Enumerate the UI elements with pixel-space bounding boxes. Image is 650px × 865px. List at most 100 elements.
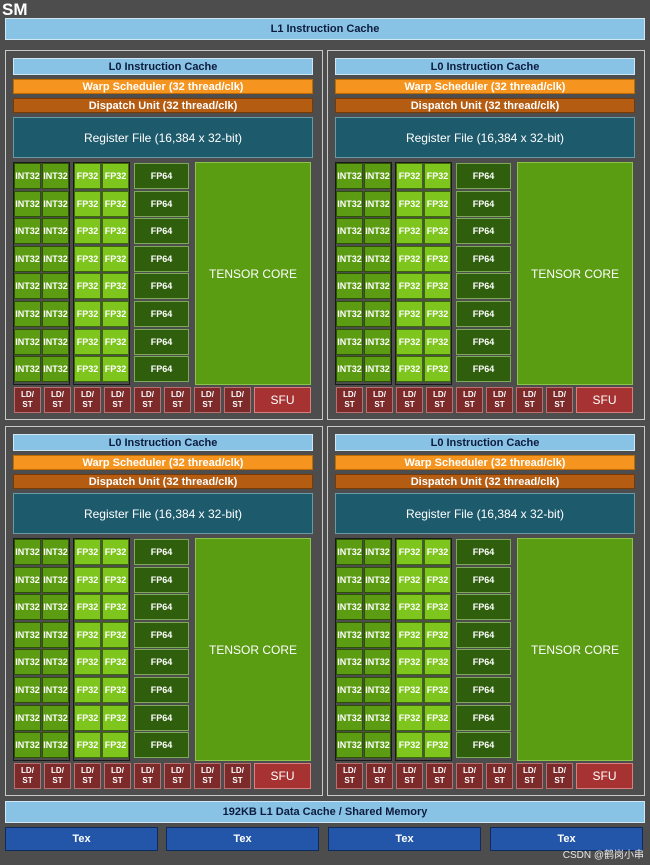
fp32-core: FP32 [102,356,129,383]
tex-unit: Tex [490,827,643,851]
sfu-unit: SFU [254,763,311,789]
fp32-core: FP32 [102,163,129,189]
int32-core: INT32 [364,732,391,759]
int32-core: INT32 [364,218,391,245]
ld-st-unit: LD/ST [486,763,513,789]
fp32-core: FP32 [396,732,423,759]
fp32-core: FP32 [102,245,129,272]
fp32-core: FP32 [74,594,101,621]
int32-core: INT32 [14,539,41,565]
ld-st-unit: LD/ST [456,763,483,789]
ldst-label-bottom: ST [232,400,243,409]
int32-core: INT32 [42,163,69,189]
fp32-core: FP32 [424,328,451,355]
fp32-core: FP32 [396,539,423,565]
fp64-core: FP64 [456,566,511,593]
ldst-label-top: LD/ [171,766,184,775]
int32-core: INT32 [42,328,69,355]
register-file: Register File (16,384 x 32-bit) [13,117,313,158]
fp32-core: FP32 [74,273,101,300]
fp32-core: FP32 [102,190,129,217]
int32-group [335,162,392,385]
fp32-core: FP32 [102,677,129,703]
ldst-label-top: LD/ [51,766,64,775]
int32-core: INT32 [336,273,363,300]
fp64-core: FP64 [456,273,511,300]
int32-core: INT32 [364,677,391,703]
fp32-group [395,162,452,385]
ldst-label-top: LD/ [493,766,506,775]
ldst-label-top: LD/ [553,390,566,399]
l0-instruction-cache: L0 Instruction Cache [13,58,313,75]
int32-core: INT32 [364,704,391,731]
ldst-label-bottom: ST [554,400,565,409]
int32-core: INT32 [14,566,41,593]
fp32-core: FP32 [424,301,451,327]
fp32-core: FP32 [396,273,423,300]
ldst-label-top: LD/ [81,766,94,775]
int32-core: INT32 [42,539,69,565]
fp32-core: FP32 [396,328,423,355]
int32-core: INT32 [364,594,391,621]
ldst-label-bottom: ST [112,776,123,785]
fp32-core: FP32 [102,704,129,731]
ldst-label-top: LD/ [433,390,446,399]
int32-core: INT32 [14,594,41,621]
fp32-group [395,538,452,761]
fp32-core: FP32 [424,732,451,759]
int32-core: INT32 [336,732,363,759]
fp64-core: FP64 [134,163,189,189]
int32-core: INT32 [14,163,41,189]
fp32-core: FP32 [396,218,423,245]
fp64-core: FP64 [134,649,189,676]
tex-unit: Tex [328,827,481,851]
int32-core: INT32 [364,163,391,189]
ld-st-unit: LD/ST [74,763,101,789]
int32-core: INT32 [364,566,391,593]
ldst-label-top: LD/ [171,390,184,399]
fp64-core: FP64 [134,356,189,383]
sfu-unit: SFU [254,387,311,413]
ld-st-unit: LD/ST [134,763,161,789]
fp32-core: FP32 [396,163,423,189]
warp-scheduler: Warp Scheduler (32 thread/clk) [13,455,313,470]
ld-st-unit: LD/ST [336,763,363,789]
fp32-core: FP32 [74,163,101,189]
ld-st-unit: LD/ST [14,763,41,789]
ld-st-unit: LD/ST [44,763,71,789]
fp32-core: FP32 [396,566,423,593]
ldst-label-bottom: ST [344,776,355,785]
fp64-core: FP64 [456,245,511,272]
fp32-core: FP32 [424,245,451,272]
ldst-label-bottom: ST [374,776,385,785]
fp64-core: FP64 [134,328,189,355]
warp-scheduler: Warp Scheduler (32 thread/clk) [335,455,635,470]
fp32-core: FP32 [102,301,129,327]
ldst-label-bottom: ST [494,400,505,409]
fp32-group [73,162,130,385]
int32-core: INT32 [42,273,69,300]
int32-core: INT32 [14,273,41,300]
sm-quadrant-4 [327,426,645,796]
fp32-core: FP32 [396,621,423,648]
int32-group [13,538,70,761]
int32-core: INT32 [42,649,69,676]
ld-st-unit: LD/ST [194,763,221,789]
ld-st-unit: LD/ST [14,387,41,413]
int32-core: INT32 [14,621,41,648]
ld-st-unit: LD/ST [516,763,543,789]
int32-core: INT32 [336,328,363,355]
fp64-core: FP64 [456,218,511,245]
fp64-core: FP64 [456,594,511,621]
ldst-label-bottom: ST [554,776,565,785]
fp32-core: FP32 [424,356,451,383]
tensor-core: TENSOR CORE [517,162,633,385]
fp32-core: FP32 [74,328,101,355]
ldst-label-bottom: ST [52,400,63,409]
ld-st-unit: LD/ST [486,387,513,413]
fp64-core: FP64 [134,704,189,731]
fp32-core: FP32 [424,566,451,593]
ldst-label-bottom: ST [142,776,153,785]
ldst-label-top: LD/ [403,390,416,399]
ldst-label-bottom: ST [434,400,445,409]
